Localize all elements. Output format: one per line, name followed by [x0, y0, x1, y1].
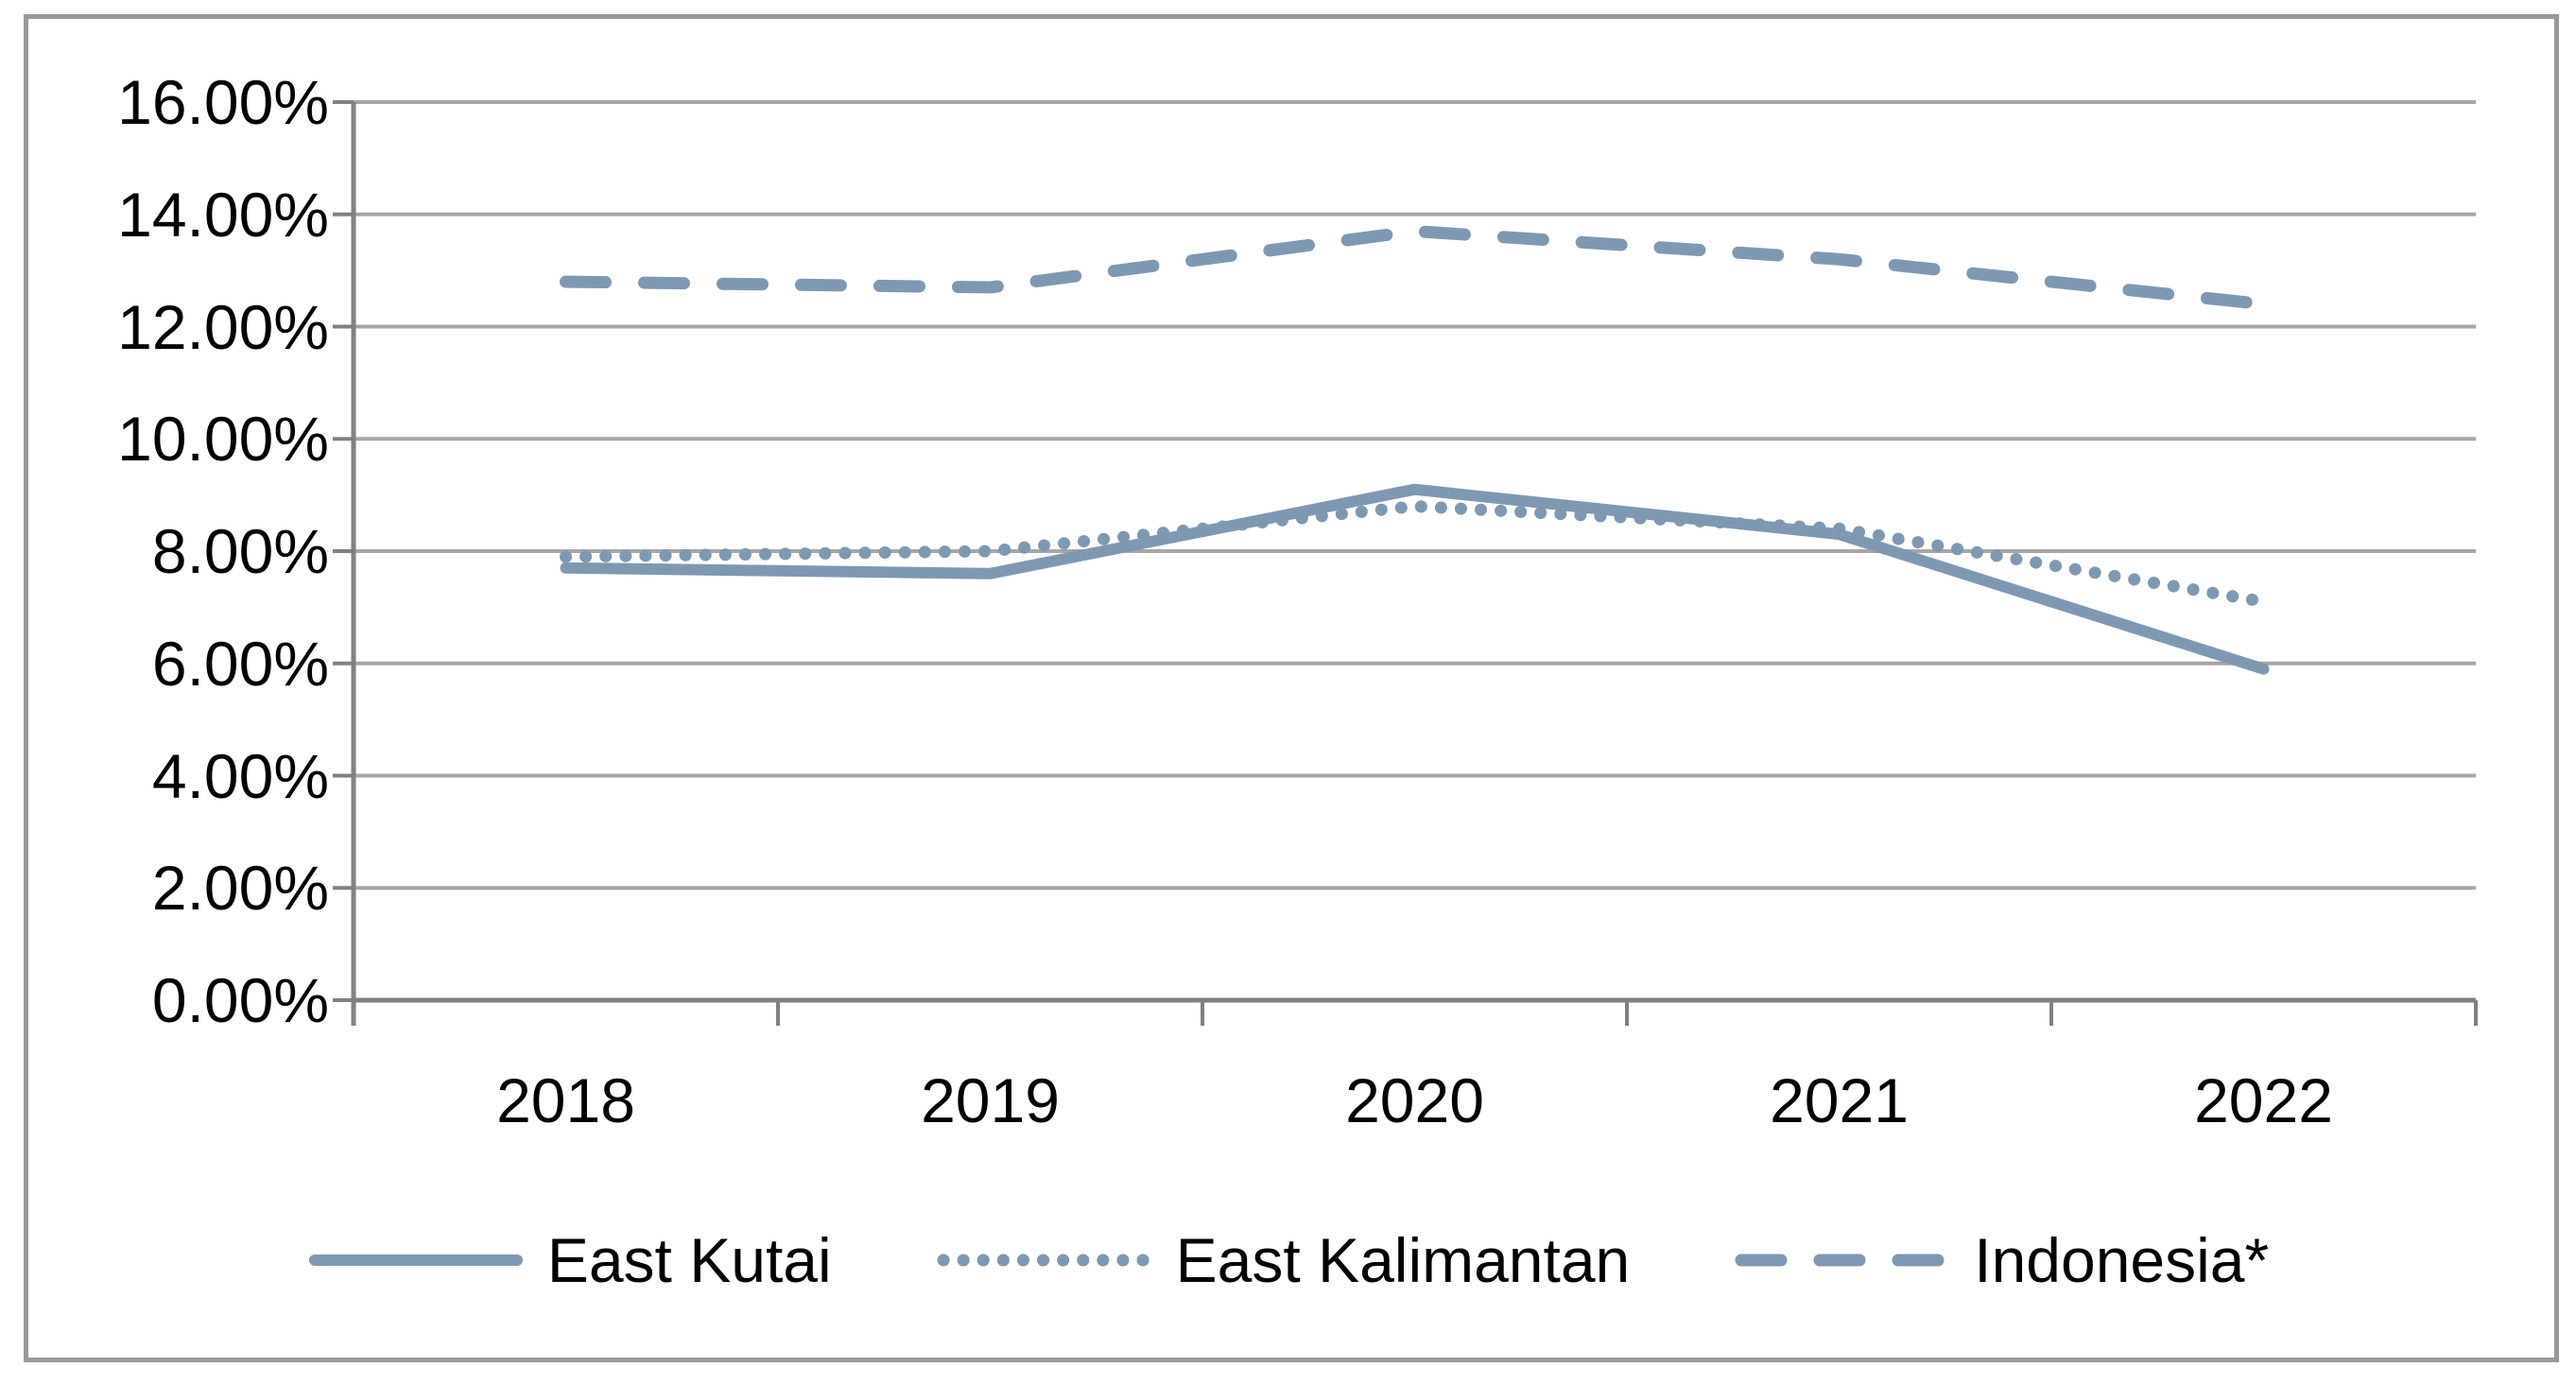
series-line-east-kutai — [560, 483, 2270, 675]
x-axis-label: 2018 — [496, 1065, 635, 1135]
y-axis-label: 6.00% — [151, 628, 329, 699]
y-axis-label: 14.00% — [117, 179, 329, 250]
legend-swatch-dashed-line — [1735, 1254, 1950, 1267]
chart-border — [24, 14, 2559, 1362]
legend-label: Indonesia* — [1974, 1225, 2270, 1295]
legend-swatch-solid-line — [308, 1254, 523, 1266]
legend-item-indonesia: Indonesia* — [1734, 1224, 2269, 1296]
legend-item-east-kalimantan: East Kalimantan — [936, 1224, 1631, 1296]
legend: East Kutai East Kalimantan Indonesia* — [0, 1218, 2576, 1303]
y-axis-label: 16.00% — [117, 67, 329, 137]
y-axis-label: 0.00% — [151, 965, 329, 1035]
legend-item-east-kutai: East Kutai — [307, 1224, 832, 1296]
x-axis-label: 2022 — [2194, 1065, 2333, 1135]
legend-label: East Kutai — [546, 1225, 832, 1295]
y-axis-label: 12.00% — [117, 291, 329, 362]
legend-swatch-dotted-line — [937, 1254, 1152, 1267]
y-axis-label: 4.00% — [151, 740, 329, 811]
y-axis-label: 8.00% — [151, 516, 329, 586]
legend-label: East Kalimantan — [1175, 1225, 1631, 1295]
y-axis-label: 10.00% — [117, 404, 329, 475]
x-axis-label: 2019 — [921, 1065, 1060, 1135]
x-axis-label: 2020 — [1345, 1065, 1484, 1135]
y-axis-label: 2.00% — [151, 853, 329, 924]
series-line-indonesia — [560, 225, 2270, 311]
x-axis-label: 2021 — [1770, 1065, 1909, 1135]
series-line-east-kalimantan — [560, 500, 2270, 608]
